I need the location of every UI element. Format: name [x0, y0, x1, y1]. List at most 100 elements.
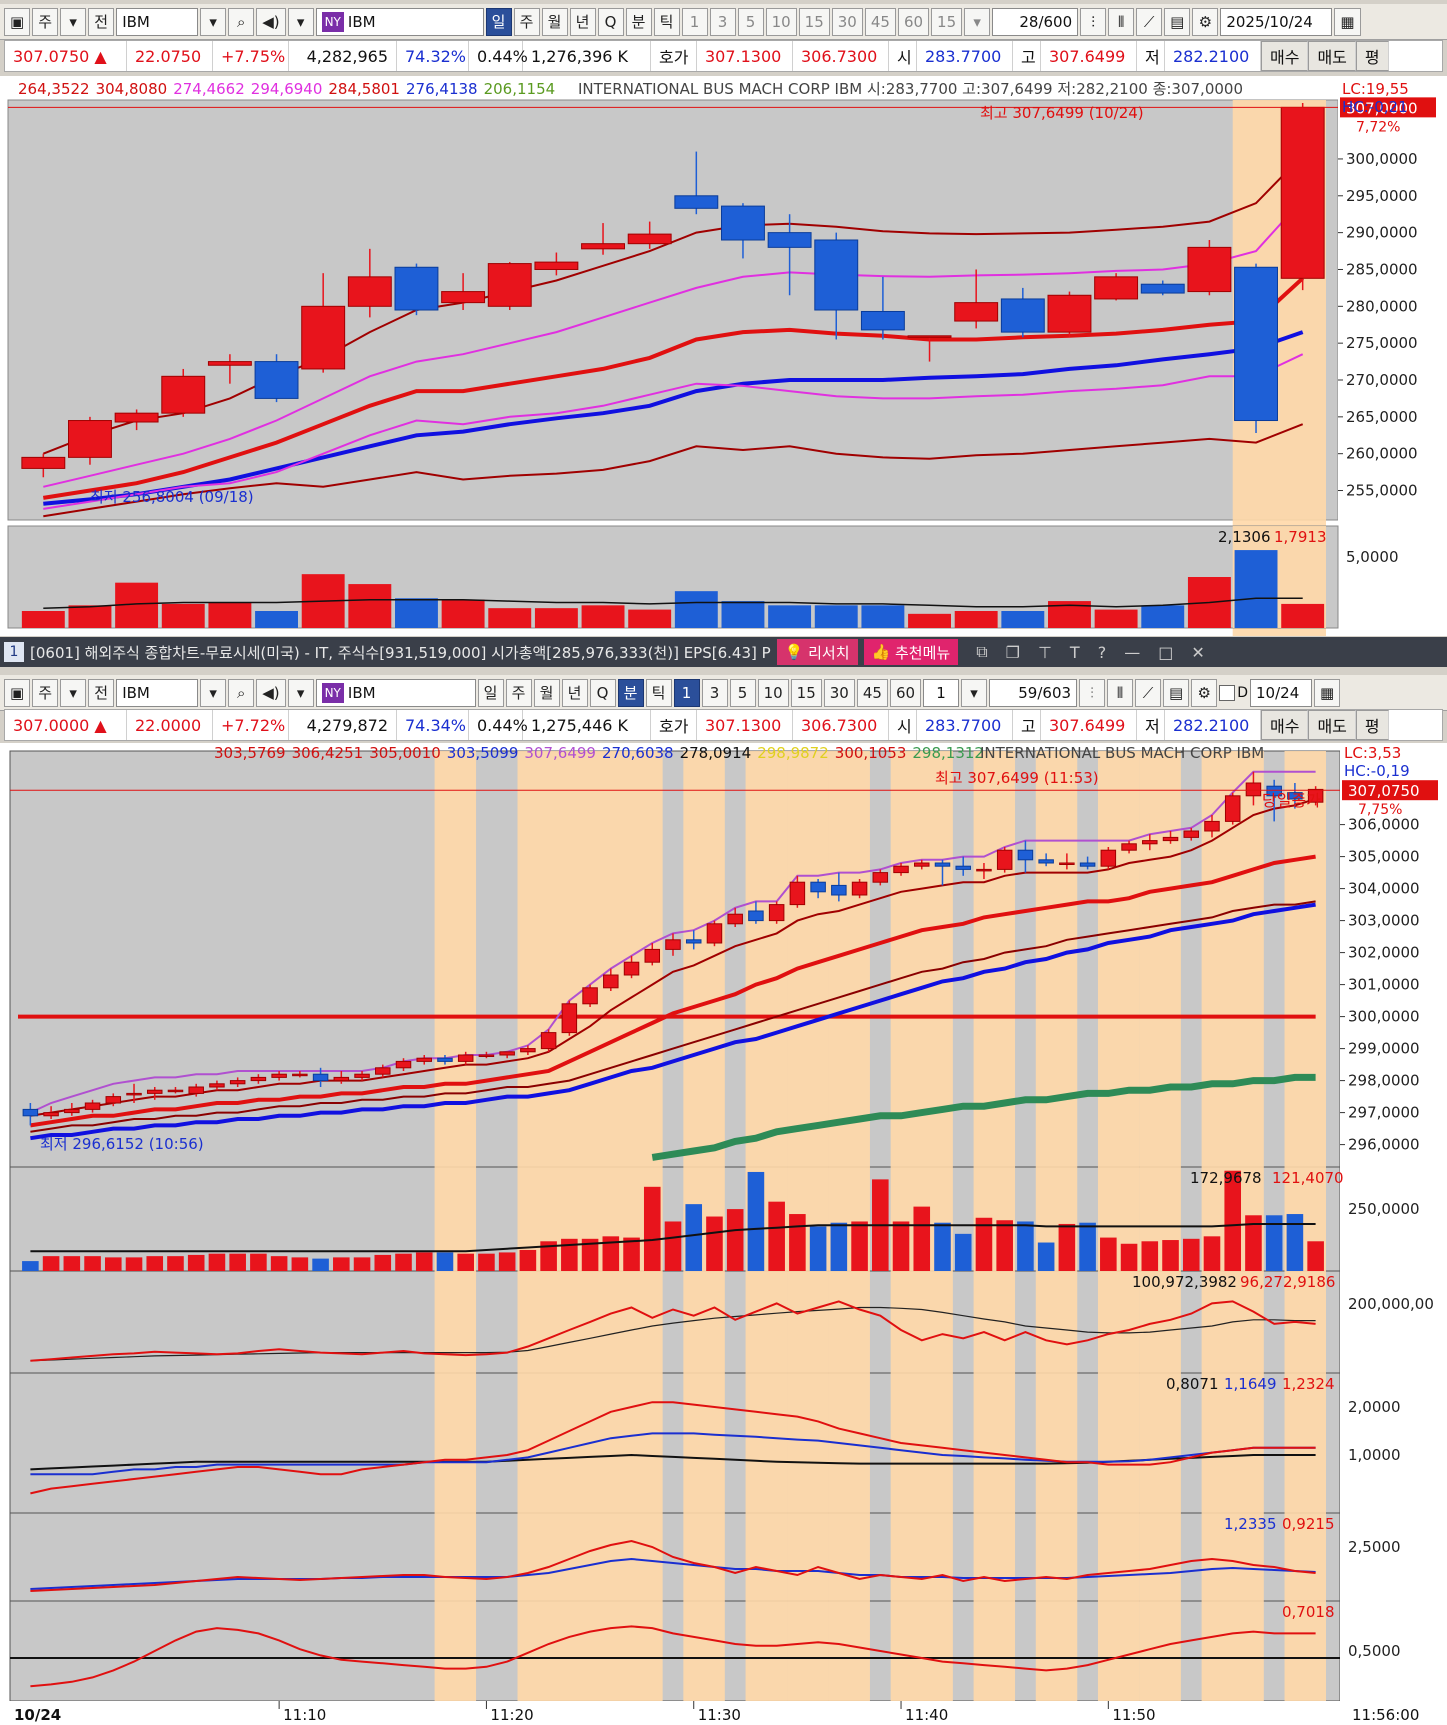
candle	[254, 361, 299, 399]
calendar-icon[interactable]: ▦	[1334, 7, 1361, 36]
candle	[1047, 294, 1092, 333]
layout-icon[interactable]: ▣	[4, 7, 31, 36]
pin-icon[interactable]: ⊤	[1037, 642, 1052, 662]
period-day-button[interactable]: 일	[477, 678, 504, 707]
period-year-button[interactable]: 년	[561, 678, 588, 707]
period-minute-button[interactable]: 분	[625, 7, 652, 36]
text-icon[interactable]: T	[1069, 642, 1080, 662]
legend-value: 300,1053	[835, 744, 907, 762]
cycle-week-button[interactable]: 주	[32, 678, 59, 707]
period-week-button[interactable]: 주	[513, 7, 540, 36]
interval-button[interactable]: 30	[823, 678, 855, 707]
interval-button[interactable]: 30	[831, 7, 863, 36]
daily-chart[interactable]: 300,0000 295,0000 290,0000 285,0000 280,0000…	[0, 76, 1447, 636]
symbol-input[interactable]: IBM	[116, 678, 199, 707]
symbol-input[interactable]: IBM	[116, 7, 199, 36]
window-copy-icon[interactable]: ❐	[1005, 642, 1020, 662]
interval-button[interactable]: 5	[737, 7, 764, 36]
interval-button[interactable]: 1	[673, 678, 700, 707]
minimize-icon[interactable]: —	[1124, 642, 1141, 662]
calendar-icon[interactable]: ▦	[1314, 678, 1341, 707]
interval-button[interactable]: 60	[897, 7, 930, 36]
symbol-name-field[interactable]: NY IBM	[315, 678, 476, 707]
period-tick-button[interactable]: 틱	[645, 678, 672, 707]
prev-button[interactable]: 전	[88, 7, 115, 36]
period-quarter-button[interactable]: Q	[589, 678, 616, 707]
research-button[interactable]: 💡 리서치	[776, 639, 858, 665]
window-tile-icon[interactable]: ⧉	[976, 642, 988, 661]
volume: 4,282,965	[289, 41, 397, 71]
buy-button[interactable]: 매수	[1261, 710, 1309, 740]
period-month-button[interactable]: 월	[533, 678, 560, 707]
date-field[interactable]: 2025/10/24	[1220, 7, 1333, 36]
candle-icon[interactable]: ⫴	[1107, 678, 1134, 707]
search-icon[interactable]: ⌕	[228, 678, 255, 707]
interval-button[interactable]: 5	[729, 678, 756, 707]
interval-button[interactable]: 3	[701, 678, 728, 707]
volume-bar	[996, 1220, 1013, 1271]
count-field[interactable]: 59/603	[989, 678, 1078, 707]
count-field[interactable]: 28/600	[992, 7, 1079, 36]
period-quarter-button[interactable]: Q	[597, 7, 624, 36]
chevron-down-icon[interactable]: ▾	[200, 7, 227, 36]
search-icon[interactable]: ⌕	[228, 7, 255, 36]
line-tool-icon[interactable]: ⟋	[1136, 7, 1163, 36]
close-icon[interactable]: ✕	[1191, 642, 1205, 662]
interval-button[interactable]: 1	[681, 7, 708, 36]
prev-button[interactable]: 전	[88, 678, 115, 707]
speaker-icon[interactable]: ◀)	[256, 7, 286, 36]
macd-label: 0,8071	[1166, 1375, 1219, 1393]
gear-icon[interactable]: ⚙	[1192, 7, 1219, 36]
interval-button[interactable]: 15	[790, 678, 822, 707]
avg-button[interactable]: 평	[1355, 41, 1389, 71]
sell-button[interactable]: 매도	[1308, 41, 1356, 71]
period-day-button[interactable]: 일	[485, 7, 512, 36]
period-week-button[interactable]: 주	[505, 678, 532, 707]
chevron-down-icon[interactable]: ▾	[961, 678, 988, 707]
chevron-down-icon[interactable]: ▾	[200, 678, 227, 707]
buy-button[interactable]: 매수	[1261, 41, 1309, 71]
line-tool-icon[interactable]: ⟋	[1135, 678, 1162, 707]
interval-button[interactable]: 15	[798, 7, 830, 36]
interval-button[interactable]: 45	[864, 7, 896, 36]
gear-icon[interactable]: ⚙	[1191, 678, 1218, 707]
chevron-down-icon[interactable]: ▾	[287, 7, 314, 36]
save-icon[interactable]: ▤	[1163, 678, 1190, 707]
interval-input[interactable]: 1	[923, 678, 960, 707]
dropdown-icon[interactable]: ▾	[60, 7, 87, 36]
volume-bar	[395, 1253, 412, 1271]
date-field[interactable]: 10/24	[1250, 678, 1313, 707]
chart-type-icon[interactable]: ⫶	[1079, 678, 1106, 707]
avg-button[interactable]: 평	[1355, 710, 1389, 740]
interval-button[interactable]: 60	[889, 678, 922, 707]
interval-button[interactable]: 10	[765, 7, 797, 36]
speaker-icon[interactable]: ◀)	[256, 678, 286, 707]
candle-icon[interactable]: ⫴	[1108, 7, 1135, 36]
sell-button[interactable]: 매도	[1308, 710, 1356, 740]
period-tick-button[interactable]: 틱	[653, 7, 680, 36]
chevron-down-icon[interactable]: ▾	[287, 678, 314, 707]
maximize-icon[interactable]: □	[1158, 642, 1174, 662]
help-icon[interactable]: ?	[1097, 642, 1107, 662]
save-icon[interactable]: ▤	[1164, 7, 1191, 36]
legend-value: 276,4138	[406, 80, 478, 98]
chevron-down-icon[interactable]: ▾	[964, 7, 991, 36]
layout-icon[interactable]: ▣	[4, 678, 31, 707]
candle	[441, 291, 486, 304]
cycle-week-button[interactable]: 주	[32, 7, 59, 36]
period-month-button[interactable]: 월	[541, 7, 568, 36]
interval-button[interactable]: 45	[856, 678, 888, 707]
ma-line	[30, 900, 1316, 1133]
interval-button[interactable]: 3	[709, 7, 736, 36]
period-year-button[interactable]: 년	[569, 7, 596, 36]
dropdown-icon[interactable]: ▾	[60, 678, 87, 707]
interval-button[interactable]: 10	[757, 678, 789, 707]
recommend-button[interactable]: 👍 추천메뉴	[863, 639, 959, 665]
intraday-chart[interactable]: 306,0000 305,0000 304,0000 303,0000 302,0000…	[0, 743, 1447, 1725]
period-minute-button[interactable]: 분	[617, 678, 644, 707]
symbol-name: IBM	[347, 12, 376, 31]
interval-button[interactable]: 15	[931, 7, 963, 36]
chart-type-icon[interactable]: ⫶	[1080, 7, 1107, 36]
symbol-name-field[interactable]: NY IBM	[315, 7, 484, 36]
checkbox[interactable]	[1219, 684, 1236, 701]
